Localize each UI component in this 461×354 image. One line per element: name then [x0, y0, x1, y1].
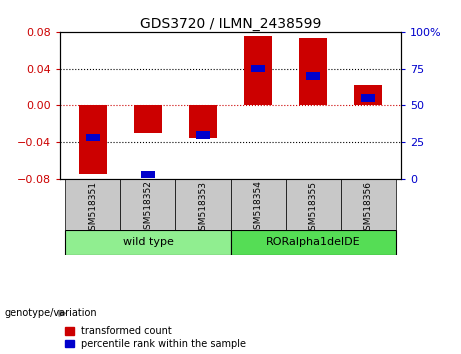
- Text: GSM518355: GSM518355: [308, 181, 318, 235]
- Text: GSM518351: GSM518351: [89, 181, 97, 235]
- Text: GSM518356: GSM518356: [364, 181, 372, 235]
- Bar: [306, 72, 320, 80]
- Text: GSM518353: GSM518353: [199, 181, 207, 235]
- Text: GSM518354: GSM518354: [254, 181, 262, 235]
- Text: RORalpha1delDE: RORalpha1delDE: [266, 237, 361, 247]
- Text: genotype/variation: genotype/variation: [5, 308, 97, 318]
- Bar: [230, 230, 396, 255]
- Bar: [355, 85, 382, 105]
- Bar: [230, 179, 285, 230]
- Title: GDS3720 / ILMN_2438599: GDS3720 / ILMN_2438599: [140, 17, 321, 31]
- Bar: [341, 179, 396, 230]
- Bar: [196, 131, 210, 138]
- Bar: [65, 230, 230, 255]
- Polygon shape: [59, 310, 65, 316]
- Legend: transformed count, percentile rank within the sample: transformed count, percentile rank withi…: [65, 326, 246, 349]
- Bar: [361, 95, 375, 102]
- Bar: [176, 179, 230, 230]
- Bar: [251, 65, 265, 72]
- Bar: [86, 134, 100, 142]
- Text: GSM518352: GSM518352: [143, 181, 153, 235]
- Bar: [299, 38, 327, 105]
- Text: wild type: wild type: [123, 237, 173, 247]
- Bar: [79, 105, 106, 175]
- Bar: [65, 179, 120, 230]
- Bar: [244, 36, 272, 105]
- Bar: [189, 105, 217, 138]
- Bar: [285, 179, 341, 230]
- Bar: [134, 105, 162, 133]
- Bar: [120, 179, 176, 230]
- Bar: [141, 171, 155, 178]
